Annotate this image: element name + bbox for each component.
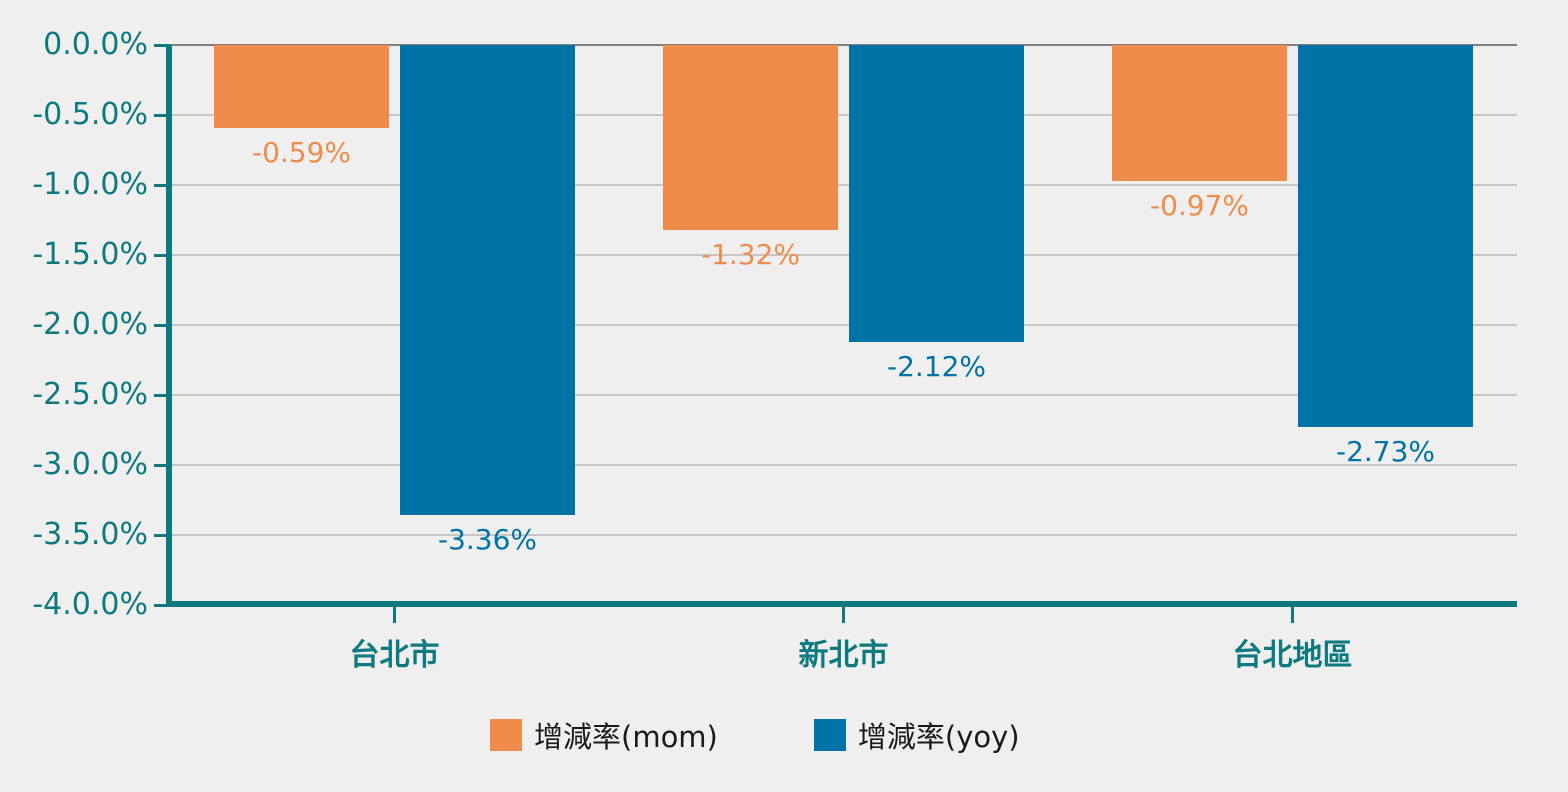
y-axis-tick	[154, 113, 170, 117]
y-axis-tick-label: -2.0.0%	[32, 307, 148, 342]
legend-item-yoy: 增減率(yoy)	[813, 714, 1020, 756]
plot-area: -0.59% -1.32% -0.97% -3.36% -2.12% -2.73%	[170, 44, 1517, 605]
gridline	[170, 534, 1517, 536]
bar-mom-0	[214, 45, 389, 128]
y-axis-tick-label: 0.0.0%	[43, 27, 148, 62]
legend: 增減率(mom) 增減率(yoy)	[490, 714, 1020, 756]
y-axis-tick	[154, 393, 170, 397]
bar-yoy-0	[400, 45, 575, 515]
y-axis-tick	[154, 603, 170, 607]
bar-mom-2	[1112, 45, 1287, 181]
bar-value-label: -0.59%	[251, 136, 352, 169]
x-axis-tick	[393, 607, 396, 623]
y-axis-tick-label: -0.5.0%	[32, 97, 148, 132]
yoy-series-swatch	[813, 719, 846, 751]
bar-mom-1	[663, 45, 838, 230]
gridline	[170, 114, 1517, 116]
category-label: 新北市	[798, 638, 889, 673]
gridline	[170, 324, 1517, 326]
y-axis-tick-label: -3.0.0%	[32, 447, 148, 482]
category-label: 台北地區	[1232, 638, 1353, 673]
mom-series-label: 增減率(mom)	[534, 720, 718, 754]
bar-value-label: -0.97%	[1149, 189, 1250, 222]
bar-value-label: -1.32%	[700, 238, 801, 271]
x-axis-line	[166, 601, 1517, 607]
x-axis-tick	[842, 607, 845, 623]
gridline	[170, 394, 1517, 396]
y-axis-tick	[154, 463, 170, 467]
x-axis-tick	[1291, 607, 1294, 623]
bar-value-label: -2.12%	[886, 350, 987, 383]
y-axis-tick-label: -3.5.0%	[32, 517, 148, 552]
legend-item-mom: 增減率(mom)	[490, 714, 718, 756]
gridline	[170, 254, 1517, 256]
y-axis-tick-label: -4.0.0%	[32, 587, 148, 622]
y-axis-tick	[154, 533, 170, 537]
bar-value-label: -2.73%	[1335, 435, 1436, 468]
gridline	[170, 184, 1517, 186]
y-axis-tick	[154, 43, 170, 47]
y-axis-tick	[154, 183, 170, 187]
y-axis-tick-label: -2.5.0%	[32, 377, 148, 412]
category-label: 台北市	[349, 638, 440, 673]
y-axis-tick	[154, 323, 170, 327]
bar-value-label: -3.36%	[437, 523, 538, 556]
y-axis-line	[166, 45, 172, 607]
y-axis-tick	[154, 253, 170, 257]
bar-yoy-2	[1298, 45, 1473, 427]
bar-yoy-1	[849, 45, 1024, 342]
gridline	[170, 464, 1517, 466]
zero-gridline	[170, 44, 1517, 46]
y-axis-tick-label: -1.5.0%	[32, 237, 148, 272]
yoy-series-label: 增減率(yoy)	[857, 720, 1020, 754]
mom-series-swatch	[490, 719, 522, 751]
y-axis-tick-label: -1.0.0%	[32, 167, 148, 202]
